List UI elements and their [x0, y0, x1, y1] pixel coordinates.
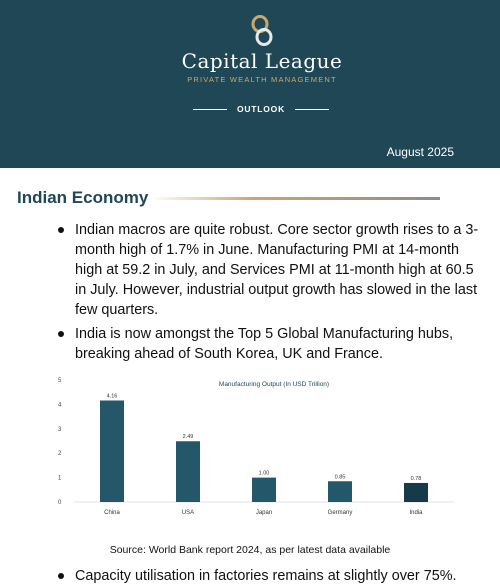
chart-source: Source: World Bank report 2024, as per l… [109, 544, 391, 556]
y-tick-label: 4 [58, 402, 62, 408]
bullet-list: Indian macros are quite robust. Core sec… [58, 220, 483, 368]
data-label: 4.16 [107, 393, 118, 399]
x-tick-label: Japan [256, 510, 272, 516]
report-header: Capital League PRIVATE WEALTH MANAGEMENT… [0, 0, 500, 168]
data-label: 0.78 [411, 476, 422, 482]
bullet-dot [58, 573, 64, 579]
bullet-item: Indian macros are quite robust. Core sec… [58, 220, 483, 320]
bar-japan [252, 477, 276, 502]
y-tick-label: 0 [58, 500, 62, 506]
brand-name: Capital League [181, 49, 343, 73]
data-label: 0.85 [335, 474, 346, 480]
bullet-dot [58, 227, 64, 233]
x-tick-label: China [104, 510, 120, 516]
chart-title: Manufacturing Output (In USD Trillion) [219, 381, 329, 388]
bullet-text: Capacity utilisation in factories remain… [75, 568, 457, 584]
chart-svg: Manufacturing Output (In USD Trillion) 0 1… [58, 378, 454, 516]
y-tick-label: 3 [58, 427, 62, 433]
brand-tagline: PRIVATE WEALTH MANAGEMENT [187, 75, 337, 84]
section-title: Indian Economy [17, 188, 149, 207]
bullet-text: Indian macros are quite robust. Core sec… [75, 222, 479, 318]
outlook-text: OUTLOOK [236, 104, 286, 114]
capital-league-logo-icon [251, 15, 273, 46]
bar-usa [176, 441, 200, 502]
data-label: 1.00 [259, 471, 270, 477]
bullet-dot [58, 331, 64, 337]
bullet-text: India is now amongst the Top 5 Global Ma… [75, 326, 454, 362]
manufacturing-output-chart: Manufacturing Output (In USD Trillion) 0 1… [52, 372, 462, 522]
divider-right [294, 108, 329, 110]
report-date: August 2025 [386, 145, 454, 159]
section-rule [150, 197, 440, 200]
bar-china [100, 400, 124, 502]
x-tick-label: India [409, 510, 423, 516]
divider-left [193, 108, 227, 110]
bar-india [404, 482, 428, 502]
bullet-item: India is now amongst the Top 5 Global Ma… [58, 324, 483, 364]
bullet-item: Capacity utilisation in factories remain… [58, 566, 483, 586]
bar-germany [328, 481, 352, 502]
x-tick-label: USA [182, 510, 194, 516]
y-tick-label: 5 [58, 378, 62, 384]
x-tick-label: Germany [328, 510, 353, 516]
y-tick-label: 2 [58, 451, 62, 457]
outlook-label: OUTLOOK [193, 103, 329, 115]
data-label: 2.49 [183, 434, 194, 440]
y-tick-label: 1 [58, 476, 62, 482]
